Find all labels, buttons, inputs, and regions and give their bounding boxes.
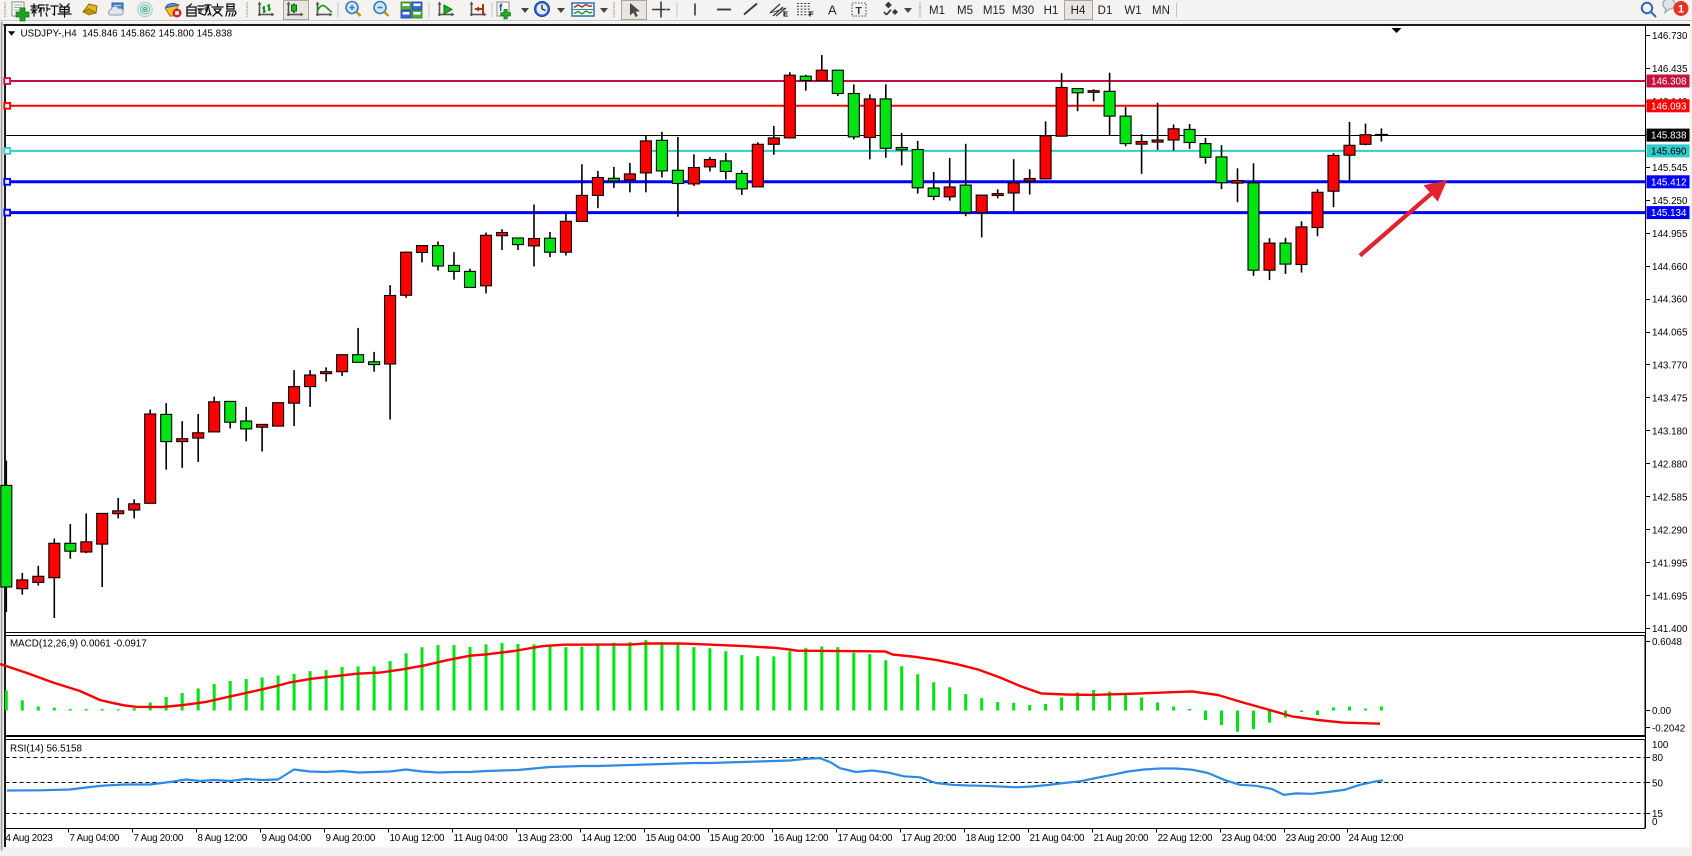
svg-text:142.880: 142.880 — [1652, 460, 1688, 471]
svg-text:16 Aug 12:00: 16 Aug 12:00 — [774, 833, 830, 844]
svg-text:USDJPY-,H4 145.846 145.862 14: USDJPY-,H4 145.846 145.862 145.800 145.8… — [21, 28, 233, 39]
svg-text:80: 80 — [1652, 753, 1663, 764]
svg-text:-0.2042: -0.2042 — [1652, 723, 1685, 734]
svg-text:144.360: 144.360 — [1652, 295, 1688, 306]
svg-text:D1: D1 — [1098, 5, 1113, 17]
svg-text:18 Aug 12:00: 18 Aug 12:00 — [966, 833, 1022, 844]
svg-text:145.250: 145.250 — [1652, 196, 1688, 207]
svg-text:W1: W1 — [1124, 5, 1141, 17]
svg-text:143.475: 143.475 — [1652, 394, 1688, 405]
svg-text:142.290: 142.290 — [1652, 525, 1688, 536]
svg-text:A: A — [828, 3, 837, 18]
svg-text:17 Aug 20:00: 17 Aug 20:00 — [902, 833, 958, 844]
svg-text:143.180: 143.180 — [1652, 427, 1688, 438]
svg-text:144.660: 144.660 — [1652, 262, 1688, 273]
svg-text:0: 0 — [1652, 817, 1658, 828]
svg-text:50: 50 — [1652, 778, 1663, 789]
svg-text:22 Aug 12:00: 22 Aug 12:00 — [1158, 833, 1214, 844]
svg-text:145.545: 145.545 — [1652, 163, 1688, 174]
svg-text:8 Aug 12:00: 8 Aug 12:00 — [198, 833, 248, 844]
svg-text:14 Aug 12:00: 14 Aug 12:00 — [582, 833, 638, 844]
svg-text:141.995: 141.995 — [1652, 558, 1688, 569]
svg-text:145.838: 145.838 — [1651, 131, 1687, 142]
svg-text:13 Aug 23:00: 13 Aug 23:00 — [518, 833, 574, 844]
svg-text:T: T — [856, 5, 863, 17]
svg-text:M1: M1 — [929, 5, 945, 17]
svg-text:0.6048: 0.6048 — [1652, 637, 1683, 648]
svg-text:10 Aug 12:00: 10 Aug 12:00 — [390, 833, 446, 844]
svg-text:100: 100 — [1652, 740, 1669, 751]
svg-text:9 Aug 04:00: 9 Aug 04:00 — [262, 833, 312, 844]
svg-text:23 Aug 20:00: 23 Aug 20:00 — [1286, 833, 1342, 844]
svg-text:146.308: 146.308 — [1651, 77, 1687, 88]
svg-text:15 Aug 04:00: 15 Aug 04:00 — [646, 833, 702, 844]
svg-text:H1: H1 — [1044, 5, 1059, 17]
svg-text:7 Aug 04:00: 7 Aug 04:00 — [70, 833, 120, 844]
svg-text:145.134: 145.134 — [1651, 208, 1687, 219]
svg-text:RSI(14) 56.5158: RSI(14) 56.5158 — [10, 744, 82, 755]
svg-text:F: F — [809, 10, 814, 19]
svg-text:146.435: 146.435 — [1652, 64, 1688, 75]
svg-text:1: 1 — [1678, 4, 1684, 16]
svg-text:15: 15 — [1652, 809, 1663, 820]
svg-text:M15: M15 — [983, 5, 1005, 17]
svg-text:23 Aug 04:00: 23 Aug 04:00 — [1222, 833, 1278, 844]
svg-text:f: f — [499, 3, 503, 14]
svg-text:15 Aug 20:00: 15 Aug 20:00 — [710, 833, 766, 844]
svg-text:9 Aug 20:00: 9 Aug 20:00 — [326, 833, 376, 844]
svg-text:145.412: 145.412 — [1651, 177, 1686, 188]
svg-text:17 Aug 04:00: 17 Aug 04:00 — [838, 833, 894, 844]
svg-text:11 Aug 04:00: 11 Aug 04:00 — [454, 833, 509, 844]
svg-text:144.955: 144.955 — [1652, 229, 1688, 240]
svg-text:144.065: 144.065 — [1652, 328, 1688, 339]
svg-text:21 Aug 20:00: 21 Aug 20:00 — [1094, 833, 1150, 844]
svg-text:M5: M5 — [957, 5, 973, 17]
svg-text:143.770: 143.770 — [1652, 361, 1688, 372]
svg-text:146.093: 146.093 — [1651, 101, 1687, 112]
svg-text:146.730: 146.730 — [1652, 31, 1688, 42]
svg-text:141.400: 141.400 — [1652, 624, 1688, 635]
svg-text:142.585: 142.585 — [1652, 492, 1688, 503]
svg-text:M30: M30 — [1012, 5, 1034, 17]
svg-text:145.690: 145.690 — [1651, 147, 1687, 158]
svg-text:MACD(12,26,9) 0.0061 -0.0917: MACD(12,26,9) 0.0061 -0.0917 — [10, 639, 147, 650]
svg-text:E: E — [783, 10, 788, 19]
svg-text:24 Aug 12:00: 24 Aug 12:00 — [1349, 833, 1405, 844]
svg-text:0.00: 0.00 — [1652, 706, 1672, 717]
svg-text:MN: MN — [1152, 5, 1170, 17]
svg-text:H4: H4 — [1071, 5, 1086, 17]
svg-text:7 Aug 20:00: 7 Aug 20:00 — [134, 833, 184, 844]
svg-text:4 Aug 2023: 4 Aug 2023 — [6, 833, 54, 844]
svg-text:141.695: 141.695 — [1652, 591, 1688, 602]
svg-text:21 Aug 04:00: 21 Aug 04:00 — [1030, 833, 1086, 844]
